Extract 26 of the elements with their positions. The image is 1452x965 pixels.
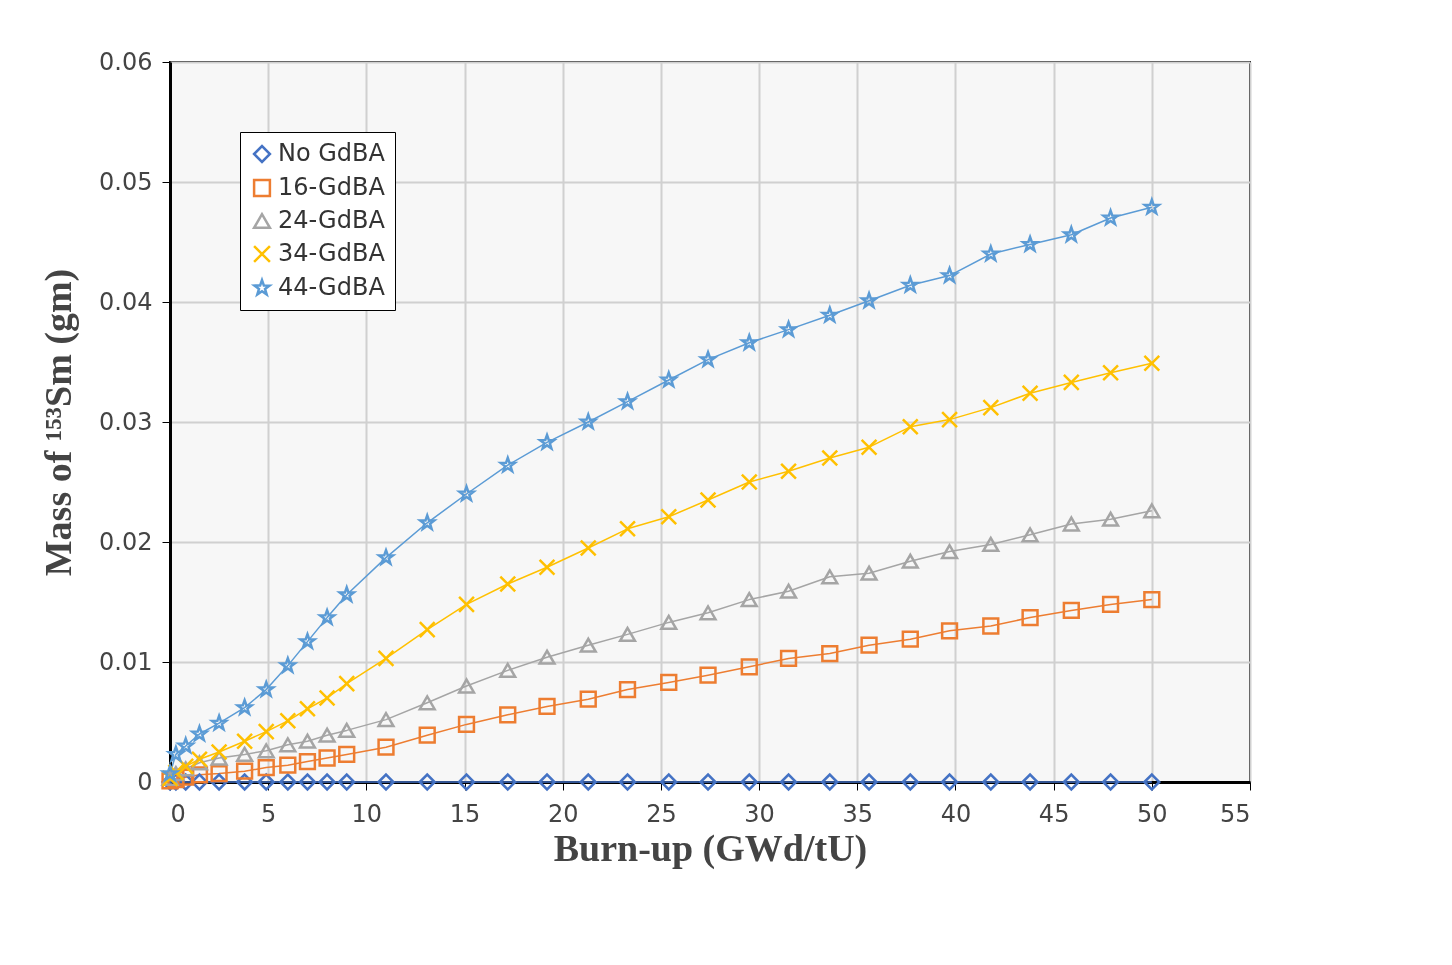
y-tick-label: 0.05 [99, 167, 153, 196]
x-tick-label: 25 [646, 799, 677, 828]
x-tick-label: 55 [1219, 799, 1251, 828]
x-tick-label: 10 [351, 799, 383, 828]
legend-label: 44-GdBA [278, 273, 386, 301]
legend-label: No GdBA [278, 139, 386, 167]
legend-label: 16-GdBA [278, 173, 386, 201]
y-tick-label: 0.02 [99, 527, 153, 556]
x-tick-label: 20 [547, 799, 579, 828]
x-tick-label: 40 [940, 799, 972, 828]
y-axis-title: Mass of ¹⁵³Sm (gm) [37, 268, 81, 577]
x-tick-label: 30 [744, 799, 775, 828]
x-tick-label: 5 [261, 799, 277, 828]
x-tick-label: 45 [1038, 799, 1070, 828]
y-tick-label: 0.03 [99, 407, 153, 436]
x-axis-title: Burn-up (GWd/tU) [553, 826, 868, 870]
legend-label: 34-GdBA [278, 239, 386, 267]
y-tick-label: 0.04 [99, 287, 153, 316]
x-tick-label: 15 [449, 799, 481, 828]
y-tick-label: 0 [137, 767, 153, 796]
x-tick-label: 50 [1137, 799, 1168, 828]
legend-label: 24-GdBA [278, 206, 386, 234]
y-tick-label: 0.06 [99, 47, 153, 76]
y-tick-label: 0.01 [99, 647, 153, 676]
x-tick-label: 35 [842, 799, 874, 828]
x-tick-label: 0 [170, 799, 186, 828]
